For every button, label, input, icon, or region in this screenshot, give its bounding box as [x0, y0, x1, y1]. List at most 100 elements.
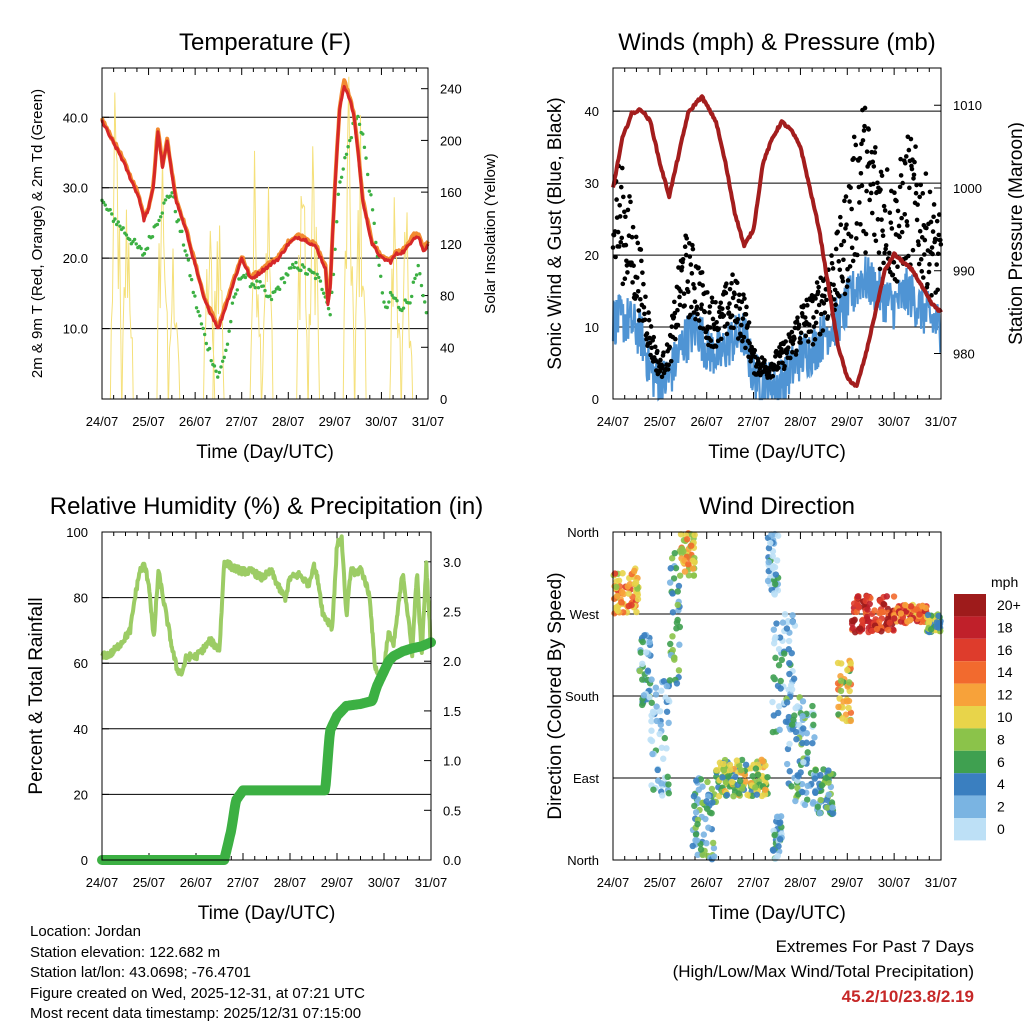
- gust-point: [618, 184, 624, 190]
- gust-point: [673, 336, 678, 342]
- dewpoint-point: [414, 273, 419, 277]
- gust-point: [934, 262, 939, 267]
- dewpoint-point: [216, 375, 220, 379]
- colorbar-label: 4: [997, 776, 1005, 792]
- gust-point: [875, 217, 881, 222]
- gust-point: [617, 214, 623, 219]
- direction-point: [837, 672, 844, 680]
- x-tick-label: 31/07: [412, 414, 445, 429]
- direction-point: [673, 680, 681, 687]
- gust-point: [935, 251, 941, 257]
- y-tick-label: 20: [74, 787, 88, 802]
- dewpoint-point: [158, 215, 163, 219]
- gust-point: [792, 336, 797, 341]
- gust-point: [890, 272, 896, 278]
- gust-point: [883, 243, 889, 248]
- gust-point: [618, 239, 624, 245]
- direction-point: [700, 831, 708, 838]
- gust-point: [842, 291, 848, 297]
- x-tick-label: 24/07: [597, 414, 630, 429]
- direction-point: [786, 740, 793, 748]
- direction-point: [765, 544, 773, 552]
- dewpoint-point: [286, 273, 290, 277]
- gust-point: [661, 350, 666, 356]
- gust-point: [638, 296, 643, 302]
- direction-point: [692, 837, 699, 844]
- gust-point: [616, 244, 622, 249]
- gust-point: [917, 194, 922, 200]
- gust-point: [847, 199, 852, 204]
- dewpoint-point: [344, 152, 349, 156]
- direction-point: [772, 580, 779, 588]
- dewpoint-point: [199, 322, 204, 326]
- gust-point: [634, 293, 640, 299]
- plot-frame: [612, 67, 942, 400]
- gust-point: [845, 278, 851, 283]
- direction-point: [723, 791, 731, 799]
- y2-axis-label: Station Pressure (Maroon): [1006, 122, 1024, 345]
- gust-point: [698, 306, 704, 311]
- gust-point: [682, 244, 688, 250]
- gust-point: [743, 345, 748, 351]
- direction-point: [786, 659, 793, 667]
- gust-point: [636, 318, 642, 323]
- direction-point: [837, 687, 845, 695]
- gust-point: [620, 281, 626, 287]
- gust-point: [623, 242, 629, 248]
- y2-tick-label: 0.0: [443, 853, 461, 868]
- direction-point: [811, 788, 819, 796]
- gust-point: [718, 300, 724, 306]
- gust-point: [735, 316, 741, 322]
- direction-point: [727, 766, 734, 774]
- direction-point: [809, 739, 816, 747]
- direction-point: [693, 777, 700, 784]
- gust-point: [642, 311, 647, 317]
- dewpoint-point: [401, 306, 406, 310]
- gust-point: [835, 229, 841, 235]
- direction-point: [897, 610, 905, 617]
- direction-point: [775, 662, 783, 669]
- direction-point: [681, 568, 689, 575]
- gust-point: [696, 265, 701, 270]
- y2-tick-label: 2.0: [443, 654, 461, 669]
- dewpoint-point: [302, 265, 306, 269]
- gust-point: [740, 316, 746, 321]
- colorbar-label: 2: [997, 799, 1005, 815]
- direction-point: [835, 711, 842, 718]
- direction-point: [674, 601, 681, 609]
- extremes-subtitle: (High/Low/Max Wind/Total Precipitation): [672, 962, 974, 981]
- gust-point: [862, 105, 868, 111]
- gust-point: [873, 238, 879, 244]
- dewpoint-point: [419, 283, 424, 288]
- gust-point: [805, 303, 810, 308]
- dewpoint-point: [198, 314, 202, 318]
- solar-insolation-line: [296, 195, 309, 400]
- y-tick-label: South: [565, 689, 599, 704]
- gust-point: [897, 234, 902, 240]
- gust-point: [627, 194, 632, 199]
- gust-point: [635, 288, 641, 294]
- chart-title: Wind Direction: [699, 493, 855, 520]
- direction-point: [730, 792, 737, 800]
- direction-point: [801, 801, 809, 809]
- direction-point: [854, 593, 862, 600]
- dewpoint-point: [326, 306, 331, 311]
- gust-point: [624, 258, 629, 264]
- solar-insolation-line: [307, 146, 320, 400]
- direction-point: [837, 677, 845, 685]
- gust-point: [912, 159, 917, 165]
- gust-point: [849, 206, 854, 212]
- direction-point: [769, 698, 776, 706]
- gust-point: [875, 180, 880, 186]
- dewpoint-point: [251, 283, 256, 287]
- gust-point: [906, 253, 911, 259]
- direction-point: [648, 727, 655, 734]
- x-tick-label: 29/07: [831, 875, 864, 890]
- sonic-wind-line: [611, 256, 942, 402]
- y-tick-label: 30: [585, 176, 599, 191]
- chart-title: Temperature (F): [179, 29, 351, 56]
- gust-point: [801, 303, 807, 308]
- direction-point: [666, 579, 674, 586]
- direction-point: [849, 625, 856, 632]
- direction-point: [613, 578, 620, 585]
